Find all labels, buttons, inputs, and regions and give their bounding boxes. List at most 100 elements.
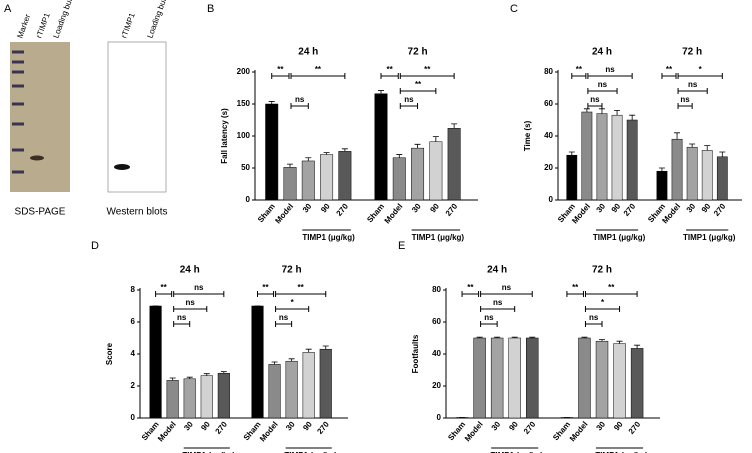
y-tick-label: 100: [237, 131, 251, 140]
x-tick-label: 270: [522, 419, 538, 435]
error-bar: [271, 361, 278, 365]
panel-label: C: [510, 3, 518, 15]
significance-bracket: [155, 291, 173, 297]
significance-bracket: [173, 306, 208, 312]
significance-bracket: [480, 291, 533, 297]
significance-label: ns: [598, 80, 608, 89]
bar: [630, 348, 644, 419]
bar: [411, 147, 425, 201]
bar: [578, 337, 591, 419]
error-bar: [268, 101, 275, 104]
significance-label: ns: [295, 95, 305, 104]
error-bar: [581, 336, 588, 338]
y-tick-label: 2: [131, 381, 136, 390]
significance-bracket: [275, 321, 293, 327]
significance-label: *: [291, 298, 295, 307]
significance-label: **: [298, 283, 305, 292]
bar: [429, 141, 443, 201]
x-tick-label: 270: [315, 419, 331, 435]
significance-label: **: [262, 283, 269, 292]
bar: [716, 156, 728, 201]
group-title: 24 h: [592, 47, 612, 58]
y-axis-label: Time (s): [523, 120, 532, 151]
bar: [265, 103, 279, 201]
bar: [268, 364, 281, 419]
significance-label: *: [699, 65, 703, 74]
error-bar: [377, 90, 384, 94]
bar: [200, 375, 213, 419]
x-axis-label: TIMP1 (μg/kg): [683, 233, 736, 242]
significance-bracket: [380, 73, 399, 79]
lane-label: Marker: [15, 13, 32, 40]
x-tick-label: 30: [595, 419, 608, 432]
significance-bracket: [587, 103, 603, 109]
significance-label: ns: [186, 298, 196, 307]
bar: [301, 160, 315, 201]
y-tick-label: 200: [237, 67, 251, 76]
gel-image: [10, 42, 70, 192]
x-tick-label: 30: [301, 201, 314, 214]
bar: [671, 138, 683, 201]
bar: [596, 113, 608, 201]
y-axis-label: Fall latency (s): [220, 108, 229, 164]
error-bar: [396, 154, 403, 158]
x-axis-label: TIMP1 (μg/kg): [183, 451, 236, 453]
error-bar: [704, 145, 711, 151]
y-tick-label: 80: [432, 285, 441, 294]
significance-label: **: [576, 65, 583, 74]
significance-label: *: [601, 298, 605, 307]
group-title: 72 h: [282, 265, 302, 276]
y-tick-label: 80: [544, 67, 553, 76]
significance-label: **: [415, 80, 422, 89]
bar: [283, 167, 297, 201]
error-bar: [476, 336, 483, 338]
significance-bracket: [275, 306, 310, 312]
y-tick-label: 20: [544, 163, 553, 172]
significance-label: **: [277, 65, 284, 74]
significance-bracket: [566, 291, 584, 297]
bar: [566, 154, 578, 201]
y-tick-label: 0: [437, 413, 442, 422]
bar: [183, 378, 196, 419]
lane-label: rTIMP1: [119, 11, 137, 39]
error-bar: [494, 336, 501, 338]
y-tick-label: 60: [544, 99, 553, 108]
significance-bracket: [677, 88, 708, 94]
significance-label: **: [387, 65, 394, 74]
significance-label: **: [608, 283, 615, 292]
bar: [374, 93, 388, 201]
significance-bracket: [271, 73, 290, 79]
x-tick-label: Model: [383, 202, 405, 225]
significance-bracket: [571, 73, 587, 79]
bar: [656, 170, 668, 201]
bar: [473, 337, 486, 419]
bar: [285, 360, 298, 419]
x-tick-label: 270: [622, 201, 638, 217]
blot-image: [107, 41, 167, 193]
bar: [595, 340, 609, 419]
significance-label: **: [666, 65, 673, 74]
significance-label: **: [161, 283, 168, 292]
protein-band: [30, 155, 44, 161]
group-title: 72 h: [682, 47, 702, 58]
x-axis-label: TIMP1 (μg/kg): [302, 233, 355, 242]
x-tick-label: Model: [156, 420, 178, 443]
lane-label: rTIMP1: [34, 11, 52, 39]
group-title: 72 h: [408, 47, 428, 58]
significance-label: ns: [590, 95, 600, 104]
y-tick-label: 20: [432, 381, 441, 390]
bar: [447, 128, 461, 201]
significance-bracket: [677, 103, 693, 109]
bar: [611, 114, 623, 201]
error-bar: [658, 167, 665, 172]
significance-bracket: [584, 291, 638, 297]
bar: [686, 146, 698, 201]
bar: [526, 337, 539, 419]
bar: [319, 348, 332, 419]
significance-bracket: [275, 291, 327, 297]
significance-label: ns: [279, 313, 289, 322]
error-bar: [614, 110, 621, 116]
x-tick-label: 30: [410, 201, 423, 214]
lane-label: Loading buffer: [51, 0, 77, 39]
